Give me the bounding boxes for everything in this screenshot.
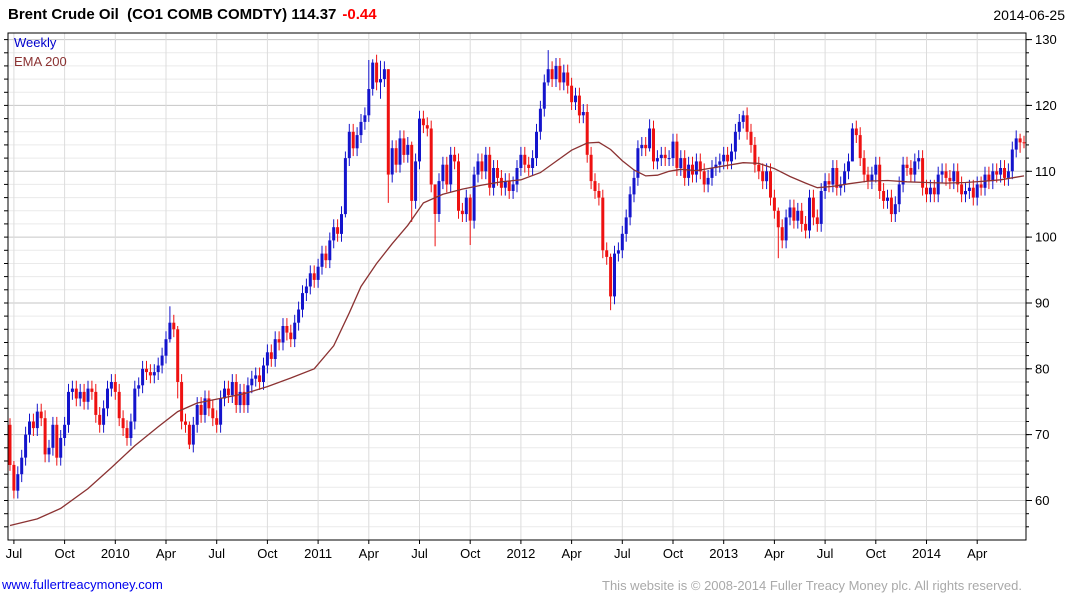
svg-text:90: 90 bbox=[1035, 296, 1049, 311]
fullertreacymoney-link[interactable]: www.fullertreacymoney.com bbox=[2, 577, 163, 592]
chart-header: Brent Crude Oil (CO1 COMB COMDTY) 114.37… bbox=[0, 0, 1075, 28]
svg-text:Apr: Apr bbox=[764, 546, 785, 561]
svg-text:100: 100 bbox=[1035, 230, 1057, 245]
svg-text:Apr: Apr bbox=[967, 546, 988, 561]
svg-text:Jul: Jul bbox=[411, 546, 428, 561]
svg-text:130: 130 bbox=[1035, 32, 1057, 47]
copyright-text: This website is © 2008-2014 Fuller Treac… bbox=[602, 578, 1022, 593]
svg-text:110: 110 bbox=[1035, 164, 1056, 179]
svg-text:Oct: Oct bbox=[460, 546, 481, 561]
svg-text:2014: 2014 bbox=[912, 546, 941, 561]
svg-text:Oct: Oct bbox=[54, 546, 75, 561]
legend-weekly: Weekly bbox=[14, 35, 57, 50]
svg-text:Jul: Jul bbox=[208, 546, 225, 561]
chart-legend: Weekly EMA 200 bbox=[14, 33, 67, 71]
svg-text:Apr: Apr bbox=[561, 546, 582, 561]
svg-text:Oct: Oct bbox=[257, 546, 278, 561]
svg-text:80: 80 bbox=[1035, 361, 1049, 376]
svg-text:70: 70 bbox=[1035, 427, 1049, 442]
svg-text:Apr: Apr bbox=[156, 546, 177, 561]
svg-text:120: 120 bbox=[1035, 98, 1057, 113]
legend-ema-200: EMA 200 bbox=[14, 54, 67, 69]
chart-date: 2014-06-25 bbox=[993, 7, 1065, 23]
svg-text:60: 60 bbox=[1035, 493, 1049, 508]
price-change: -0.44 bbox=[342, 6, 377, 23]
candlestick-chart-canvas: 60 70 80 90 100 110 120 130 Jul Oct 2010 Apr Jul Oct 2… bbox=[4, 32, 1057, 561]
svg-text:Oct: Oct bbox=[866, 546, 887, 561]
chart-area: 60 70 80 90 100 110 120 130 Jul Oct 2010 Apr Jul Oct 2… bbox=[0, 28, 1075, 572]
svg-text:Oct: Oct bbox=[663, 546, 684, 561]
svg-text:Jul: Jul bbox=[817, 546, 834, 561]
chart-title: Brent Crude Oil (CO1 COMB COMDTY) 114.37… bbox=[8, 6, 377, 23]
svg-text:2012: 2012 bbox=[506, 546, 535, 561]
svg-text:Apr: Apr bbox=[359, 546, 380, 561]
instrument-and-price: Brent Crude Oil (CO1 COMB COMDTY) 114.37 bbox=[8, 6, 337, 23]
page-footer: www.fullertreacymoney.com This website i… bbox=[0, 572, 1075, 600]
svg-text:2013: 2013 bbox=[709, 546, 738, 561]
svg-text:2011: 2011 bbox=[304, 546, 332, 561]
svg-text:2010: 2010 bbox=[101, 546, 130, 561]
svg-text:Jul: Jul bbox=[6, 546, 23, 561]
svg-text:Jul: Jul bbox=[614, 546, 631, 561]
